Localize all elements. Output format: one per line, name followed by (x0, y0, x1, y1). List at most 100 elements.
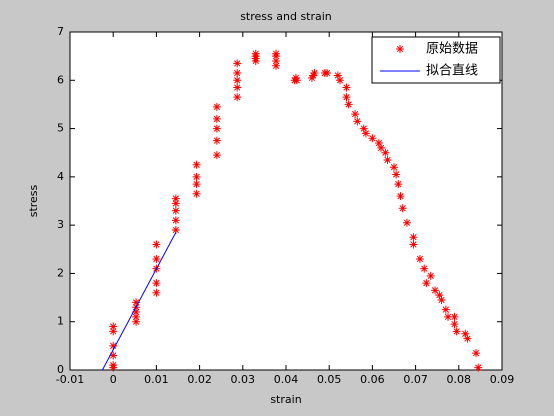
data-point (132, 308, 141, 317)
data-point (212, 124, 221, 133)
data-point (251, 49, 260, 58)
data-point (474, 363, 483, 372)
data-point (353, 117, 362, 126)
legend-marker (396, 45, 404, 53)
y-tick-label: 7 (57, 25, 64, 38)
data-point (171, 206, 180, 215)
data-point (272, 56, 281, 65)
data-point (415, 254, 424, 263)
data-point (392, 170, 401, 179)
data-point (422, 279, 431, 288)
data-point (233, 69, 242, 78)
data-point (233, 76, 242, 85)
data-point (132, 317, 141, 326)
data-point (333, 71, 342, 80)
data-point (441, 305, 450, 314)
y-tick-label: 1 (57, 315, 64, 328)
data-point (374, 139, 383, 148)
x-tick-label: 0.01 (144, 373, 169, 386)
y-tick-label: 2 (57, 266, 64, 279)
data-point (109, 341, 118, 350)
data-point (409, 233, 418, 242)
data-point (152, 254, 161, 263)
data-point (212, 136, 221, 145)
y-tick-label: 4 (57, 170, 64, 183)
data-point (192, 189, 201, 198)
data-point (431, 286, 440, 295)
fit-line (101, 232, 177, 371)
data-point (435, 291, 444, 300)
data-point (402, 218, 411, 227)
data-point (272, 49, 281, 58)
data-point (420, 264, 429, 273)
data-point (132, 312, 141, 321)
y-tick-label: 0 (57, 363, 64, 376)
data-point (109, 327, 118, 336)
data-point (383, 155, 392, 164)
data-point (394, 180, 403, 189)
chart-title: stress and strain (240, 10, 332, 23)
data-point (377, 143, 386, 152)
data-point (450, 312, 459, 321)
data-point (426, 271, 435, 280)
data-point (368, 134, 377, 143)
x-tick-label: 0.09 (490, 373, 515, 386)
y-tick-label: 5 (57, 122, 64, 135)
x-tick-label: 0.03 (231, 373, 256, 386)
data-point (437, 295, 446, 304)
data-point (233, 83, 242, 92)
data-point (450, 320, 459, 329)
y-tick-label: 3 (57, 218, 64, 231)
data-point (192, 160, 201, 169)
data-point (132, 298, 141, 307)
data-point (291, 73, 300, 82)
x-tick-label: 0.08 (447, 373, 472, 386)
x-tick-label: 0.05 (317, 373, 342, 386)
data-point (212, 102, 221, 111)
data-point (409, 240, 418, 249)
data-point (342, 83, 351, 92)
data-point (233, 59, 242, 68)
data-point (351, 110, 360, 119)
x-tick-label: 0.02 (187, 373, 212, 386)
data-point (310, 69, 319, 78)
data-point (109, 351, 118, 360)
y-tick-label: 6 (57, 73, 64, 86)
data-point (381, 148, 390, 157)
data-point (461, 329, 470, 338)
data-point (359, 124, 368, 133)
data-point (192, 172, 201, 181)
data-point (342, 93, 351, 102)
legend-label: 拟合直线 (426, 64, 478, 79)
data-point (171, 216, 180, 225)
data-point (336, 76, 344, 85)
data-point (390, 163, 398, 172)
x-tick-label: 0 (110, 373, 117, 386)
data-point (152, 288, 161, 297)
data-point (463, 334, 472, 343)
data-point (171, 199, 180, 208)
x-axis-label: strain (270, 393, 301, 406)
data-point (398, 204, 407, 213)
y-axis-label: stress (27, 184, 40, 217)
legend-box (371, 36, 501, 84)
axes-box (69, 31, 503, 371)
x-tick-label: -0.01 (56, 373, 84, 386)
data-point (472, 349, 481, 358)
data-point (361, 129, 370, 138)
data-point (171, 225, 180, 234)
data-point (307, 73, 316, 82)
data-point (109, 361, 118, 370)
x-tick-label: 0.04 (274, 373, 299, 386)
x-tick-label: 0.07 (403, 373, 428, 386)
x-tick-label: 0.06 (360, 373, 385, 386)
legend-label: 原始数据 (426, 42, 478, 57)
data-point (323, 69, 332, 78)
data-point (212, 114, 221, 123)
data-point (152, 279, 161, 288)
data-point (444, 312, 452, 321)
data-point (309, 71, 318, 80)
data-point (212, 151, 221, 160)
data-point (152, 240, 161, 249)
